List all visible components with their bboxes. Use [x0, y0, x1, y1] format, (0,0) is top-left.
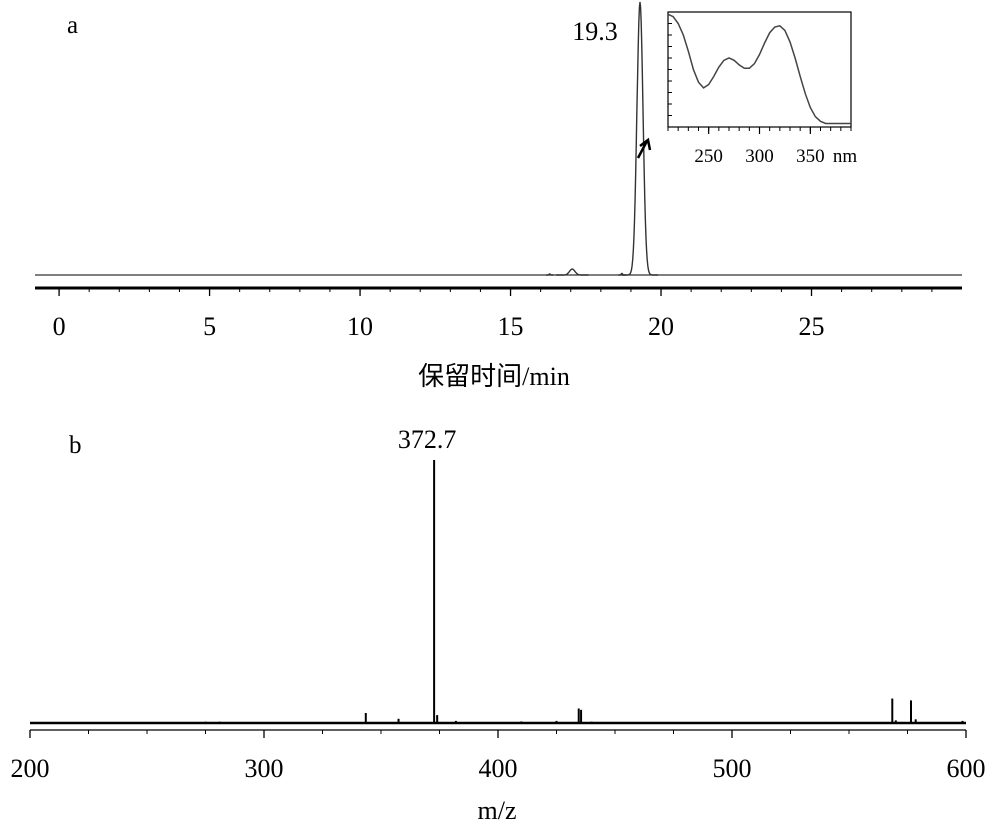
- tick-label-a: 10: [347, 312, 373, 341]
- inset-x-ticks: 250 300 350: [667, 23, 852, 167]
- inset-frame: [667, 11, 852, 128]
- x-ticks-a: 0 5 10 15 20 25: [53, 288, 933, 341]
- inset-tick-label: 250: [694, 146, 723, 167]
- tick-label-b: 600: [947, 754, 986, 783]
- x-axis-label-a: 保留时间/min: [418, 362, 570, 391]
- inset-tick-label: 350: [796, 146, 825, 167]
- tick-label-a: 15: [498, 312, 524, 341]
- chromatogram-trace: [35, 1, 962, 276]
- tick-label-a: 25: [799, 312, 825, 341]
- mass-peaks: [204, 460, 964, 723]
- inset-x-unit: nm: [833, 146, 858, 167]
- x-axis-label-b: m/z: [478, 796, 517, 825]
- panel-label-a: a: [67, 12, 78, 39]
- peak-3: [621, 1, 658, 276]
- peak-0: [546, 273, 554, 276]
- x-ticks-b: 200 300 400 500 600: [11, 730, 986, 783]
- tick-label-a: 20: [648, 312, 674, 341]
- chromatogram-panel: a 0 5 10 15 20 25 保留时间/min 19.3 250 300 350 nm: [35, 1, 962, 391]
- peak-label-a: 19.3: [572, 17, 618, 46]
- tick-label-b: 300: [245, 754, 284, 783]
- peak-1: [556, 268, 589, 276]
- tick-label-a: 5: [203, 312, 216, 341]
- peak-label-b: 372.7: [398, 425, 457, 454]
- mass-spectrum-panel: b 200 300 400 500 600 m/z 372.7: [11, 425, 986, 825]
- tick-label-b: 400: [479, 754, 518, 783]
- arrow-icon: [636, 137, 652, 159]
- inset-spectrum-line: [667, 13, 851, 125]
- panel-label-b: b: [69, 432, 82, 459]
- inset-tick-label: 300: [745, 146, 774, 167]
- tick-label-a: 0: [53, 312, 66, 341]
- tick-label-b: 500: [713, 754, 752, 783]
- tick-label-b: 200: [11, 754, 50, 783]
- uv-spectrum-inset: 250 300 350 nm: [667, 11, 858, 167]
